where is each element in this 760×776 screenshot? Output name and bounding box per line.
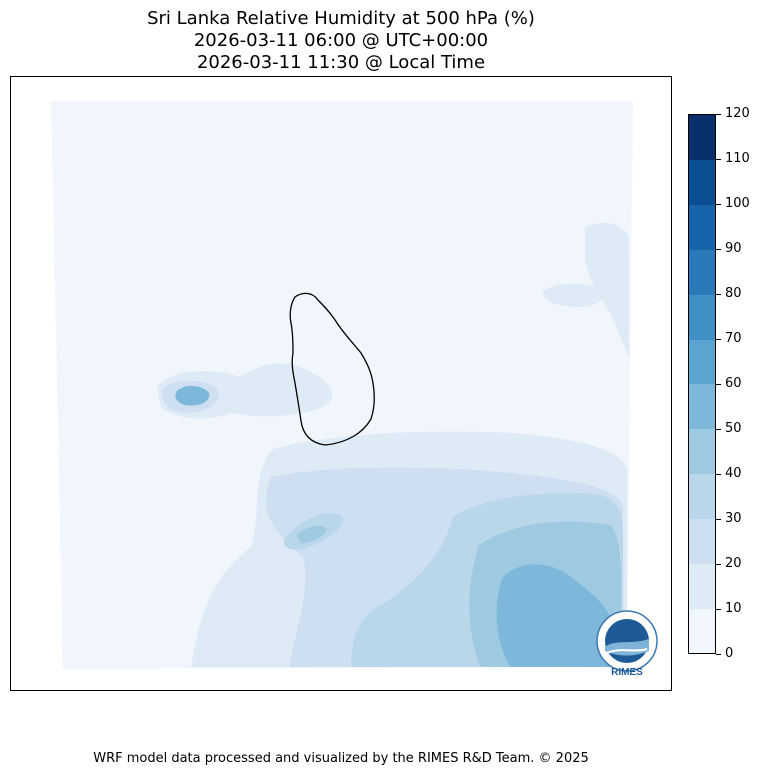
humidity-map: RIMES xyxy=(51,101,658,678)
colorbar-segment xyxy=(689,339,715,385)
colorbar-tick-label: 10 xyxy=(725,601,742,616)
colorbar-tick xyxy=(716,473,721,475)
colorbar-segment xyxy=(689,518,715,564)
map-subtitle-local: 2026-03-11 11:30 @ Local Time xyxy=(196,52,486,73)
colorbar-segment xyxy=(689,159,715,206)
colorbar-tick-label: 90 xyxy=(725,241,742,256)
colorbar-tick-label: 50 xyxy=(725,421,742,436)
map-subtitle-utc: 2026-03-11 06:00 @ UTC+00:00 xyxy=(193,30,489,51)
colorbar-tick xyxy=(716,158,721,160)
footer-credit: WRF model data processed and visualized … xyxy=(93,751,589,766)
band-50-60-west-blob xyxy=(175,385,210,406)
sri-lanka-coastline xyxy=(289,292,375,446)
map-title: Sri Lanka Relative Humidity at 500 hPa (… xyxy=(147,8,535,29)
colorbar-tick xyxy=(716,113,721,115)
colorbar-tick-label: 0 xyxy=(725,646,734,661)
colorbar-segment xyxy=(689,384,715,430)
colorbar-segment xyxy=(689,608,715,654)
colorbar-tick-label: 20 xyxy=(725,556,742,571)
colorbar-tick xyxy=(716,608,721,610)
colorbar-tick xyxy=(716,563,721,565)
band-40-50-streak xyxy=(297,525,327,543)
map-panel: RIMES xyxy=(10,76,672,691)
colorbar-tick-label: 40 xyxy=(725,466,742,481)
colorbar-segment xyxy=(689,473,715,519)
colorbar-segment xyxy=(689,115,715,161)
colorbar-segment xyxy=(689,563,715,609)
logo-text: RIMES xyxy=(611,667,643,678)
colorbar-segment xyxy=(689,294,715,340)
colorbar-tick xyxy=(716,338,721,340)
colorbar-tick xyxy=(716,428,721,430)
colorbar-tick xyxy=(716,383,721,385)
colorbar-segment xyxy=(689,249,715,295)
colorbar-tick xyxy=(716,203,721,205)
colorbar-segment xyxy=(689,204,715,250)
colorbar-tick-label: 70 xyxy=(725,331,742,346)
colorbar-tick-label: 60 xyxy=(725,376,742,391)
colorbar xyxy=(688,114,716,654)
colorbar-tick xyxy=(716,248,721,250)
colorbar-tick xyxy=(716,293,721,295)
band-10-20-east xyxy=(585,222,629,357)
band-50-60-se xyxy=(496,564,613,667)
colorbar-segment xyxy=(689,428,715,475)
colorbar-tick-label: 100 xyxy=(725,196,750,211)
colorbar-tick xyxy=(716,518,721,520)
rimes-logo: RIMES xyxy=(596,610,658,678)
colorbar-tick-label: 30 xyxy=(725,511,742,526)
band-10-20-blob-ne xyxy=(542,283,605,308)
colorbar-tick-label: 120 xyxy=(725,106,750,121)
colorbar-tick xyxy=(716,653,721,655)
colorbar-tick-label: 110 xyxy=(725,151,750,166)
colorbar-tick-label: 80 xyxy=(725,286,742,301)
